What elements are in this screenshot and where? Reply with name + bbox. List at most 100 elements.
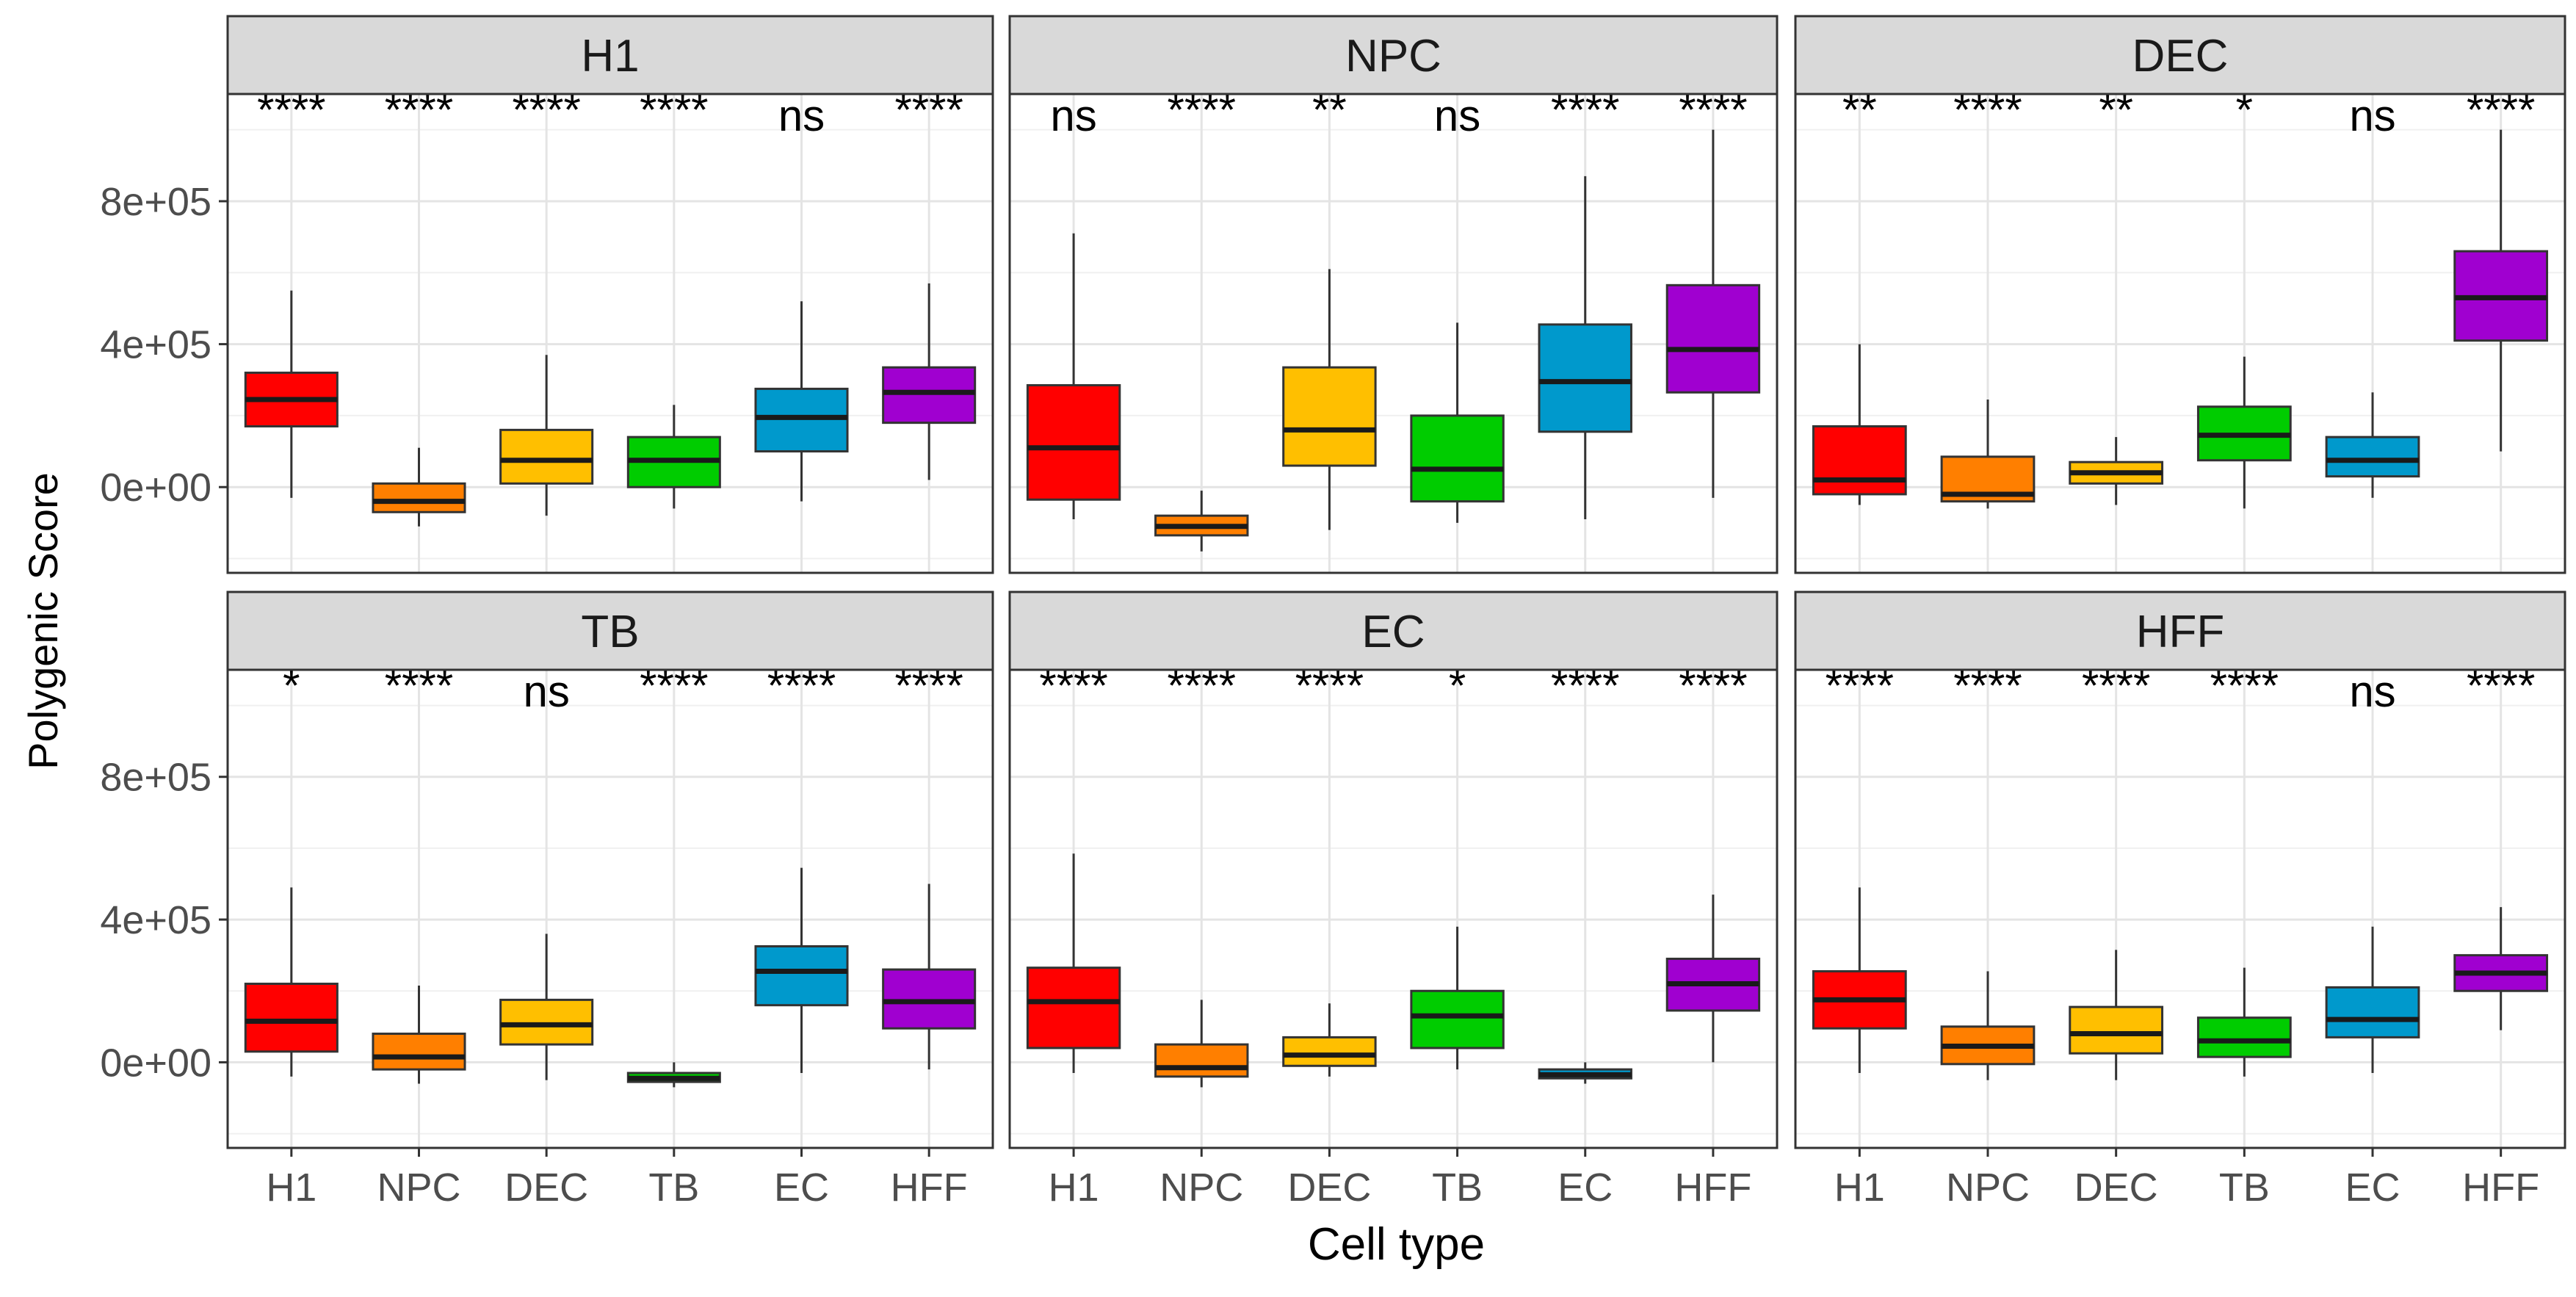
significance-label: **** (512, 85, 580, 134)
box-body (372, 482, 466, 513)
box-body (1665, 283, 1761, 394)
box-body (1538, 323, 1632, 433)
panel-h1: H1**** **** **** **** ns **** (226, 15, 994, 574)
x-tick-label: HFF (1674, 1166, 1751, 1210)
box-body (1410, 989, 1505, 1049)
panel-title: EC (1361, 607, 1425, 657)
box-body (1026, 384, 1121, 501)
x-tick-label: NPC (1159, 1166, 1243, 1210)
box-npc (1940, 400, 2036, 509)
panel-ec: EC**** **** **** * **** **** (1008, 590, 1779, 1149)
significance-label: **** (257, 85, 325, 134)
box-body (244, 983, 339, 1053)
box-tb (2196, 967, 2292, 1077)
box-tb (626, 1062, 721, 1088)
box-body (2325, 436, 2420, 478)
box-ec (1538, 1062, 1632, 1084)
panel-hff: HFF**** **** **** **** ns **** (1794, 590, 2566, 1149)
panel-border (1794, 93, 2566, 574)
panel-background (1010, 94, 1777, 573)
significance-label: **** (1826, 661, 1894, 710)
box-dec (1282, 1003, 1377, 1077)
box-dec (1282, 269, 1377, 530)
box-h1 (1812, 344, 1907, 505)
x-tick-label: DEC (1287, 1166, 1371, 1210)
panel-background (1010, 670, 1777, 1148)
x-tick-label: TB (1432, 1166, 1483, 1210)
panel-strip (1008, 15, 1779, 95)
box-body (1154, 1043, 1249, 1078)
panel-tb: TB* **** ns **** **** **** (226, 590, 994, 1149)
box-npc (1940, 971, 2036, 1080)
box-hff (1665, 129, 1761, 498)
box-tb (1410, 322, 1505, 523)
box-body (2196, 1016, 2292, 1058)
x-tick-label: DEC (504, 1166, 588, 1210)
y-tick-label: 0e+00 (100, 1041, 211, 1085)
x-tick-label: DEC (2074, 1166, 2158, 1210)
panel-title: NPC (1345, 31, 1441, 82)
significance-label: **** (1551, 661, 1619, 710)
panel-border (1008, 93, 1779, 574)
box-body (1282, 1036, 1377, 1067)
significance-label: **** (894, 661, 963, 710)
box-dec (499, 933, 594, 1080)
significance-label: **** (640, 85, 708, 134)
box-h1 (1026, 853, 1121, 1073)
significance-label: ** (1312, 85, 1347, 134)
significance-label: **** (385, 661, 453, 710)
y-tick-label: 0e+00 (100, 466, 211, 510)
panel-strip (226, 15, 994, 95)
box-body (372, 1033, 466, 1071)
x-tick-label: NPC (377, 1166, 460, 1210)
significance-label: **** (2467, 661, 2535, 710)
panel-strip (1794, 590, 2566, 671)
box-body (754, 945, 849, 1007)
box-hff (2453, 129, 2549, 452)
significance-label: **** (1679, 661, 1747, 710)
significance-label: **** (2467, 85, 2535, 134)
significance-label: * (283, 661, 300, 710)
y-tick-label: 8e+05 (100, 756, 211, 800)
box-ec (1538, 176, 1632, 520)
box-npc (372, 985, 466, 1084)
significance-label: ns (2349, 667, 2395, 716)
significance-label: ns (523, 667, 569, 716)
panel-border (226, 668, 994, 1149)
significance-label: ** (1842, 85, 1877, 134)
box-ec (2325, 926, 2420, 1073)
significance-label: **** (1295, 661, 1364, 710)
box-body (499, 998, 594, 1046)
x-tick-label: EC (2345, 1166, 2400, 1210)
box-hff (1665, 895, 1761, 1063)
y-tick-label: 4e+05 (100, 898, 211, 942)
box-h1 (1026, 233, 1121, 520)
y-axis-title: Polygenic Score (20, 472, 66, 770)
significance-label: **** (385, 85, 453, 134)
significance-label: **** (2210, 661, 2279, 710)
box-h1 (244, 887, 339, 1077)
box-npc (1154, 491, 1249, 552)
box-ec (754, 867, 849, 1073)
significance-label: **** (1953, 661, 2022, 710)
panel-strip (226, 590, 994, 671)
x-tick-label: EC (1557, 1166, 1613, 1210)
box-body (754, 387, 849, 453)
significance-label: **** (1168, 661, 1236, 710)
panel-border (1794, 668, 2566, 1149)
box-tb (2196, 356, 2292, 509)
x-tick-label: H1 (266, 1166, 316, 1210)
significance-label: * (1449, 661, 1466, 710)
panel-background (1795, 94, 2565, 573)
box-tb (626, 405, 721, 509)
significance-label: **** (640, 661, 708, 710)
box-dec (2069, 950, 2164, 1080)
significance-label: ns (1434, 91, 1480, 140)
significance-label: **** (1551, 85, 1619, 134)
x-tick-label: H1 (1834, 1166, 1885, 1210)
panel-background (1795, 670, 2565, 1148)
panel-title: HFF (2136, 607, 2225, 657)
significance-label: ** (2099, 85, 2133, 134)
